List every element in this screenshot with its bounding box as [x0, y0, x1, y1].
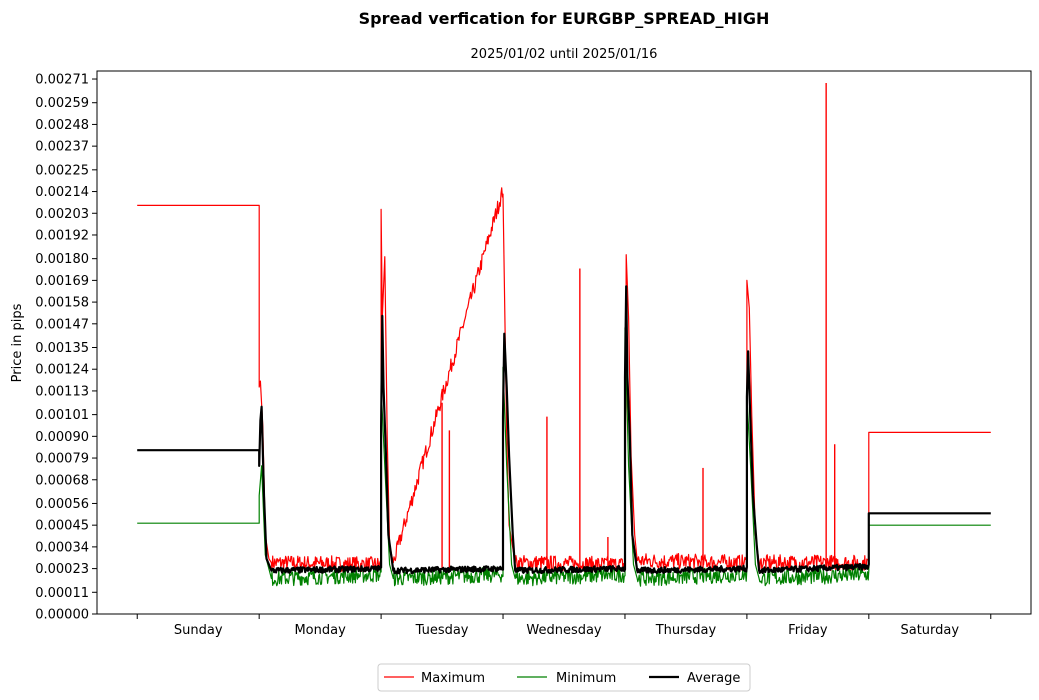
- chart-title: Spread verfication for EURGBP_SPREAD_HIG…: [359, 9, 770, 28]
- y-tick-label: 0.00124: [35, 363, 89, 378]
- x-axis: Sunday Monday Tuesday Wednesday Thursday Frid…: [136, 614, 992, 638]
- y-axis: 0.00000 0.00011 0.00023 0.00034 0.00045 0.000…: [35, 73, 97, 623]
- series-line-average: [137, 285, 991, 575]
- y-tick-label: 0.00079: [35, 452, 89, 467]
- x-tick-label: Sunday: [174, 623, 223, 638]
- legend-label-average: Average: [687, 671, 740, 686]
- y-axis-label: Price in pips: [10, 303, 25, 382]
- legend: Maximum Minimum Average: [377, 663, 751, 692]
- y-tick-label: 0.00068: [35, 473, 89, 488]
- y-tick-label: 0.00090: [35, 430, 89, 445]
- y-tick-label: 0.00192: [35, 228, 89, 243]
- y-tick-label: 0.00101: [35, 408, 89, 423]
- y-tick-label: 0.00056: [35, 497, 89, 512]
- legend-label-minimum: Minimum: [556, 671, 616, 686]
- y-tick-label: 0.00147: [35, 317, 89, 332]
- plot-area-frame: [96, 70, 1032, 615]
- y-tick-label: 0.00113: [35, 384, 89, 399]
- x-tick-label: Saturday: [900, 623, 959, 638]
- y-tick-label: 0.00169: [35, 274, 89, 289]
- y-tick-label: 0.00203: [35, 207, 89, 222]
- y-tick-label: 0.00214: [35, 185, 89, 200]
- y-tick-label: 0.00045: [35, 519, 89, 534]
- y-tick-label: 0.00237: [35, 140, 89, 155]
- chart-subtitle: 2025/01/02 until 2025/01/16: [471, 47, 658, 62]
- y-tick-label: 0.00225: [35, 163, 89, 178]
- y-tick-label: 0.00135: [35, 341, 89, 356]
- y-tick-label: 0.00011: [35, 586, 89, 601]
- x-tick-label: Wednesday: [526, 623, 602, 638]
- y-tick-label: 0.00259: [35, 96, 89, 111]
- y-tick-label: 0.00180: [35, 252, 89, 267]
- x-tick-label: Monday: [294, 623, 346, 638]
- y-tick-label: 0.00034: [35, 540, 89, 555]
- x-tick-label: Tuesday: [415, 623, 469, 638]
- y-tick-label: 0.00158: [35, 296, 89, 311]
- legend-box: [377, 663, 751, 692]
- x-tick-label: Thursday: [655, 623, 717, 638]
- y-tick-label: 0.00248: [35, 118, 89, 133]
- y-tick-label: 0.00000: [35, 608, 89, 623]
- y-tick-label: 0.00271: [35, 73, 89, 88]
- legend-label-maximum: Maximum: [421, 671, 485, 686]
- x-tick-label: Friday: [788, 623, 828, 638]
- y-tick-label: 0.00023: [35, 562, 89, 577]
